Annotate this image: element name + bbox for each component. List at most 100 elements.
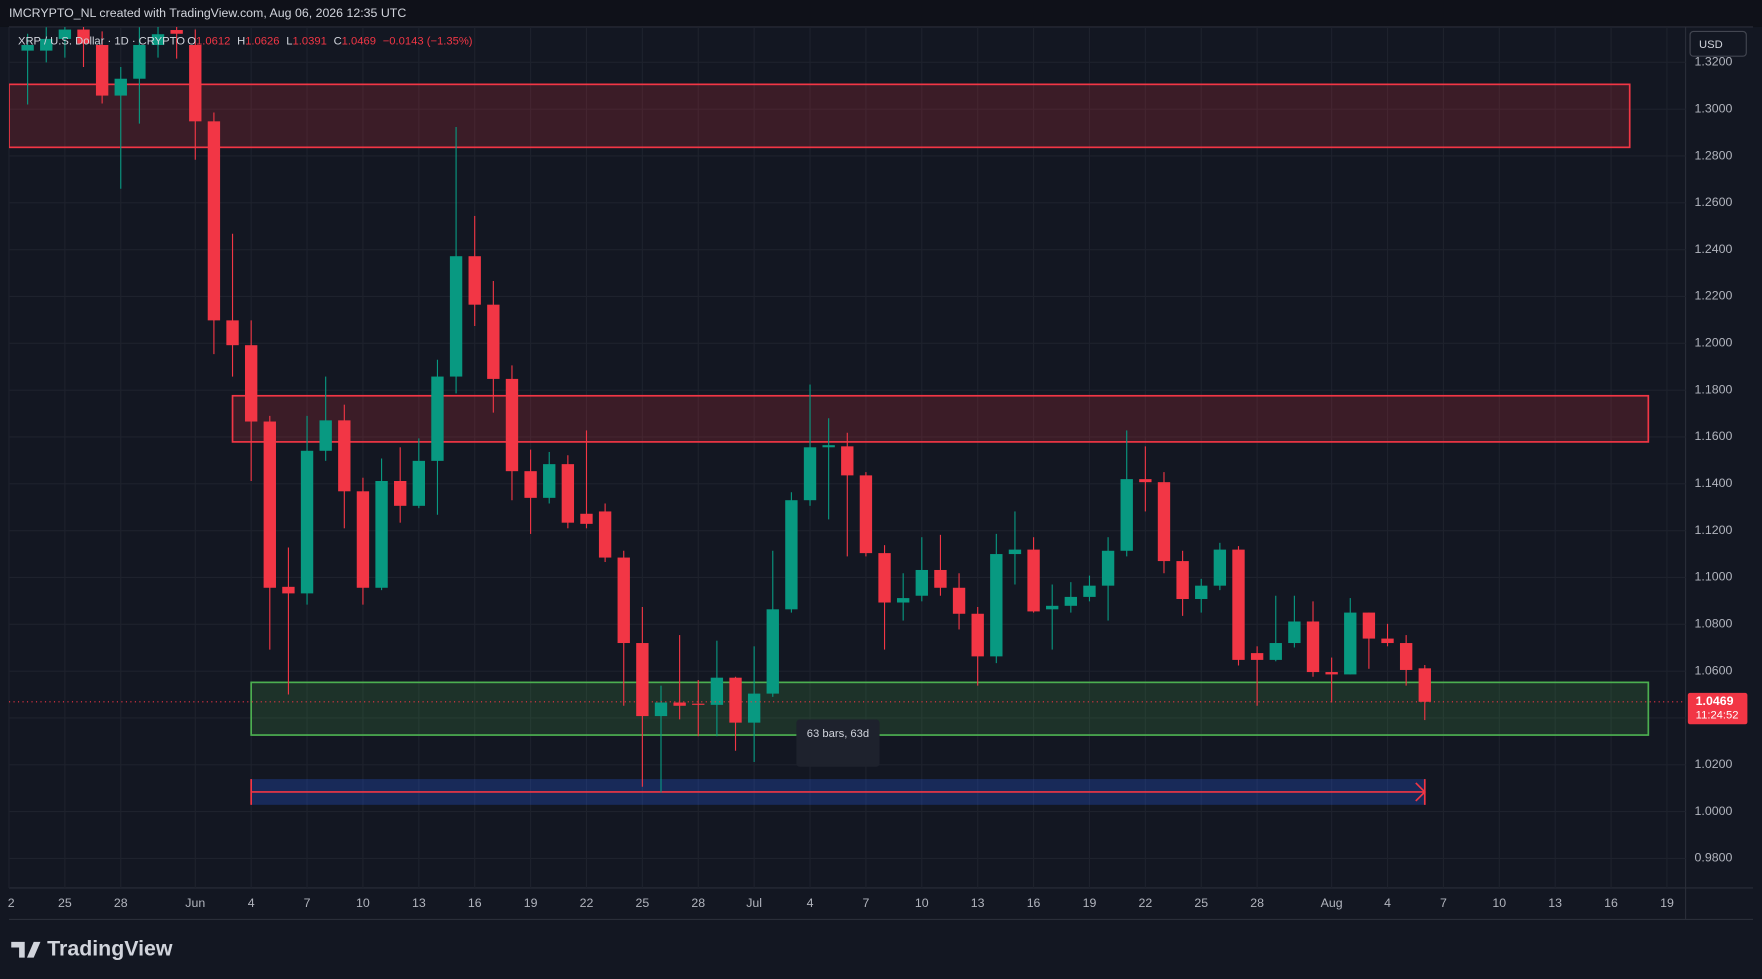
y-tick-label: 1.0800: [1695, 617, 1733, 631]
y-tick-label: 1.3200: [1695, 55, 1733, 69]
y-tick-label: 1.0600: [1695, 663, 1733, 677]
axes: 0.98001.00001.02001.04001.06001.08001.10…: [8, 55, 1748, 910]
candle-body: [1008, 549, 1022, 555]
candle-body: [338, 420, 351, 492]
x-tick-label: 4: [1384, 896, 1391, 910]
candle-body: [21, 45, 34, 51]
candle-body: [859, 475, 873, 554]
x-tick-label: 10: [356, 896, 370, 910]
ohlc-label: H: [237, 36, 245, 48]
ohlc-label: L: [286, 36, 292, 48]
logo-text: TradingView: [47, 936, 173, 960]
x-tick-label: 4: [248, 896, 255, 910]
y-tick-label: 1.2400: [1695, 242, 1733, 256]
ohlc-value: 1.0612: [196, 36, 230, 48]
price-tag: [1687, 692, 1748, 725]
legend: XRP / U.S. Dollar · 1D · CRYPTO O1.0612 H 1…: [18, 36, 473, 48]
candle-body: [468, 256, 481, 305]
candle-body: [1232, 549, 1245, 660]
countdown: 11:24:52: [1696, 709, 1739, 721]
candle-body: [1213, 549, 1227, 586]
x-tick-label: 19: [524, 896, 538, 910]
x-tick-label: 25: [58, 896, 72, 910]
header-bar: [0, 0, 1762, 27]
zone: [250, 681, 1650, 736]
candle-body: [803, 447, 817, 501]
ohlc-value: 1.0469: [342, 36, 376, 48]
candle-body: [1176, 561, 1189, 600]
y-tick-label: 1.2000: [1695, 336, 1733, 350]
candle-body: [1288, 621, 1301, 644]
candle-body: [915, 569, 928, 596]
x-tick-label: 7: [1440, 896, 1447, 910]
date-range-arrow: [1415, 779, 1426, 805]
candle-body: [375, 480, 388, 588]
candle-body: [1027, 549, 1040, 612]
candle-body: [487, 304, 500, 379]
candle-body: [1250, 653, 1264, 660]
y-tick-label: 1.0200: [1695, 757, 1733, 771]
candle-body: [617, 557, 630, 644]
candle-body: [580, 513, 593, 524]
candle-body: [785, 500, 798, 610]
x-tick-label: 4: [807, 896, 814, 910]
candle-body: [1418, 668, 1431, 702]
x-tick-label: 22: [1138, 896, 1152, 910]
candle-body: [1139, 479, 1152, 483]
candle-body: [1399, 643, 1413, 670]
logo-mark: [11, 941, 41, 958]
currency-button[interactable]: [1689, 30, 1747, 57]
candle-body: [729, 677, 742, 723]
x-tick-label: 28: [1250, 896, 1264, 910]
candle-body: [1120, 479, 1133, 551]
date-range-label-box: [796, 719, 880, 767]
x-tick-label: 16: [1604, 896, 1618, 910]
candle-body: [114, 78, 127, 96]
candle-body: [952, 587, 966, 614]
candle-body: [971, 613, 984, 657]
date-range-label: 63 bars, 63d: [807, 728, 869, 740]
candle-body: [1381, 638, 1394, 644]
y-tick-label: 1.0000: [1695, 804, 1733, 818]
x-tick-label: 28: [114, 896, 128, 910]
candle-body: [990, 554, 1003, 657]
ohlc-label: C: [334, 36, 342, 48]
candle-body: [766, 609, 779, 694]
currency-label[interactable]: USD: [1699, 39, 1723, 51]
candle-body: [505, 378, 519, 472]
x-tick-label: 28: [691, 896, 705, 910]
price-tag-value: 1.0469: [1696, 694, 1734, 708]
candle-body: [449, 256, 463, 377]
zone: [8, 83, 1631, 149]
candle-body: [878, 553, 891, 603]
candle-body: [1083, 585, 1096, 597]
y-tick-label: 0.9800: [1695, 851, 1733, 865]
candle-body: [934, 569, 947, 588]
candle-body: [524, 471, 537, 498]
candle-body: [1362, 612, 1376, 639]
y-tick-label: 1.2600: [1695, 195, 1733, 209]
y-tick-label: 1.1000: [1695, 570, 1733, 584]
x-tick-label: 19: [1083, 896, 1097, 910]
symbol: XRP / U.S. Dollar · 1D · CRYPTO: [18, 36, 185, 48]
candle-body: [710, 677, 724, 705]
candle-body: [654, 702, 668, 717]
ohlc-label: O: [187, 36, 196, 48]
change: −0.0143 (−1.35%): [383, 36, 473, 48]
y-tick-label: 1.1600: [1695, 429, 1733, 443]
candle-body: [244, 345, 258, 422]
candle-body: [282, 586, 295, 594]
candle-body: [747, 693, 761, 723]
x-tick-label: 7: [304, 896, 311, 910]
x-tick-label: 7: [862, 896, 869, 910]
candle-body: [841, 446, 854, 476]
candle-body: [95, 45, 109, 96]
x-tick-label: 13: [412, 896, 426, 910]
candle-body: [226, 320, 239, 346]
y-tick-label: 1.3000: [1695, 101, 1733, 115]
candle-body: [319, 420, 332, 451]
candle-body: [1157, 482, 1171, 562]
candle-body: [412, 460, 426, 506]
candle-body: [170, 30, 183, 34]
candle-body: [896, 598, 910, 603]
